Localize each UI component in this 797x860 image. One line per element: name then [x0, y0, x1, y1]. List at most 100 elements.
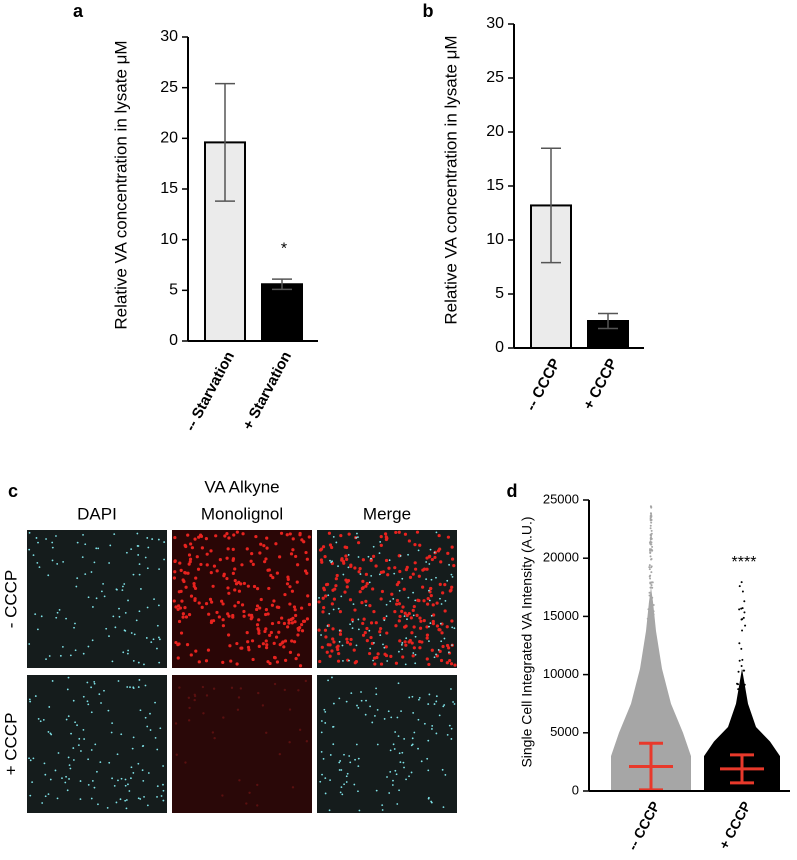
outlier-dot [651, 596, 654, 599]
cell-signal [187, 719, 191, 722]
outlier-dot [650, 518, 653, 521]
nucleus [84, 573, 87, 576]
cell-signal [300, 623, 304, 627]
nucleus [356, 532, 358, 535]
cell-signal [426, 602, 430, 606]
cell-signal [196, 567, 201, 571]
y-tick-label: 25000 [543, 491, 579, 506]
cell-signal [263, 560, 267, 564]
nucleus [442, 806, 445, 808]
nucleus [158, 636, 160, 639]
cell-signal [344, 554, 348, 558]
cell-signal [371, 587, 375, 591]
nucleus [343, 753, 345, 756]
outlier-dot [650, 601, 653, 604]
nucleus [44, 773, 47, 776]
cell-signal [274, 542, 278, 546]
nucleus [408, 696, 411, 699]
outlier-dot [648, 594, 651, 597]
nucleus [79, 780, 82, 782]
cell-signal [250, 639, 255, 643]
nucleus [156, 748, 159, 751]
nucleus [51, 546, 54, 549]
cell-signal [272, 599, 276, 603]
nucleus [105, 627, 108, 630]
cell-signal [364, 599, 368, 603]
cell-signal [305, 617, 310, 621]
nucleus [406, 618, 408, 621]
nucleus [137, 686, 140, 688]
cell-signal [335, 573, 339, 578]
nucleus [113, 784, 116, 787]
cell-signal [325, 650, 329, 654]
cell-signal [274, 635, 279, 639]
nucleus [410, 771, 413, 774]
cell-signal [205, 563, 209, 567]
nucleus [120, 733, 123, 736]
cell-signal [188, 557, 193, 561]
nucleus [58, 608, 61, 611]
nucleus [83, 738, 86, 740]
nucleus [430, 614, 433, 617]
nucleus [364, 713, 367, 716]
nucleus [77, 744, 80, 746]
cell-signal [286, 577, 290, 581]
nucleus [442, 705, 445, 708]
nucleus [398, 752, 401, 755]
nucleus [438, 714, 441, 717]
outlier-dot [649, 549, 652, 552]
nucleus [118, 607, 120, 610]
nucleus [163, 541, 166, 543]
cell-signal [178, 686, 181, 689]
outlier-dot [650, 557, 653, 560]
cell-signal [265, 643, 269, 647]
outlier-dot [651, 620, 654, 623]
nucleus [440, 640, 443, 643]
cell-signal [231, 558, 235, 562]
row-header: - CCCP [1, 570, 20, 629]
nucleus [357, 765, 360, 768]
nucleus [130, 632, 133, 634]
nucleus [355, 743, 358, 746]
cell-signal [319, 558, 324, 562]
significance: * [281, 240, 287, 257]
nucleus [162, 789, 165, 792]
nucleus [51, 541, 54, 544]
nucleus [348, 659, 350, 662]
cell-signal [361, 579, 365, 583]
nucleus [137, 554, 140, 556]
nucleus [349, 623, 351, 626]
cell-signal [235, 641, 239, 646]
cell-signal [193, 597, 197, 601]
nucleus [87, 758, 90, 761]
cell-signal [324, 594, 328, 598]
cell-signal [338, 610, 342, 614]
cell-signal [173, 535, 177, 540]
nucleus [54, 769, 57, 772]
nucleus [158, 661, 161, 664]
outlier-dot [740, 647, 743, 650]
cell-signal [358, 567, 362, 571]
cell-signal [215, 610, 219, 615]
cell-signal [210, 600, 214, 604]
cell-signal [272, 655, 277, 660]
nucleus [129, 686, 131, 689]
nucleus [332, 608, 335, 611]
outlier-dot [648, 625, 651, 628]
nucleus [162, 799, 165, 802]
cell-signal [189, 653, 193, 657]
nucleus [38, 566, 41, 569]
nucleus [93, 680, 96, 683]
nucleus [403, 738, 406, 740]
nucleus [49, 778, 52, 781]
outlier-dot [649, 598, 652, 601]
nucleus [34, 695, 37, 697]
nucleus [113, 533, 116, 536]
cell-signal [414, 567, 418, 571]
cell-signal [278, 752, 282, 756]
cell-signal [348, 642, 353, 646]
nucleus [32, 554, 35, 557]
nucleus [75, 585, 78, 588]
cell-signal [336, 659, 341, 663]
nucleus [369, 705, 372, 708]
